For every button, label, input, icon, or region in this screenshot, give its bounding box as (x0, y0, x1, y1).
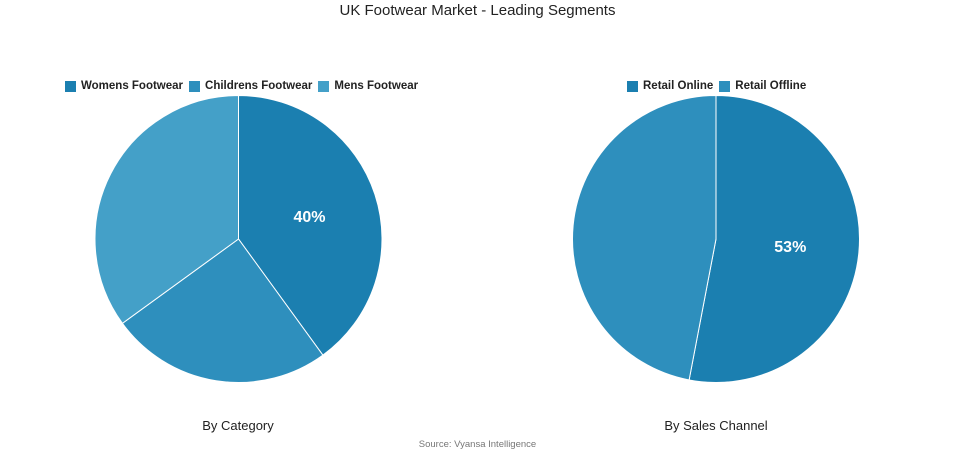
legend-label: Retail Offline (735, 80, 807, 92)
legend-item-childrens-footwear: Childrens Footwear (189, 80, 312, 92)
legend-swatch (65, 80, 76, 92)
legend-swatch (627, 80, 638, 92)
legend-swatch (719, 80, 731, 92)
legend-item-retail-online: Retail Online (627, 80, 713, 92)
pie-slice-retail-offline (572, 94, 717, 381)
pie-slice-childrens-footwear (121, 238, 324, 383)
pie-data-label: 40% (293, 209, 325, 226)
sales-channel-caption: By Sales Channel (664, 418, 768, 433)
legend-label: Mens Footwear (334, 80, 419, 92)
category-caption: By Category (202, 418, 274, 433)
chart-title: UK Footwear Market - Leading Segments (339, 2, 616, 19)
legend-label: Retail Online (643, 80, 714, 92)
pie-slice-mens-footwear (94, 94, 239, 325)
legend-item-womens-footwear: Womens Footwear (65, 80, 183, 92)
legend-swatch (318, 80, 330, 92)
category-legend: Womens Footwear Childrens Footwear Mens … (65, 80, 418, 92)
legend-swatch (189, 80, 201, 92)
pie-slice-womens-footwear (238, 94, 383, 356)
legend-item-mens-footwear: Mens Footwear (318, 80, 418, 92)
pie-slice-retail-online (688, 94, 860, 383)
source-note: Source: Vyansa Intelligence (418, 439, 537, 450)
legend-label: Womens Footwear (81, 80, 184, 92)
pie-data-label: 53% (774, 239, 806, 256)
legend-label: Childrens Footwear (205, 80, 313, 92)
legend-item-retail-offline: Retail Offline (719, 80, 806, 92)
sales-channel-legend: Retail Online Retail Offline (627, 80, 806, 92)
